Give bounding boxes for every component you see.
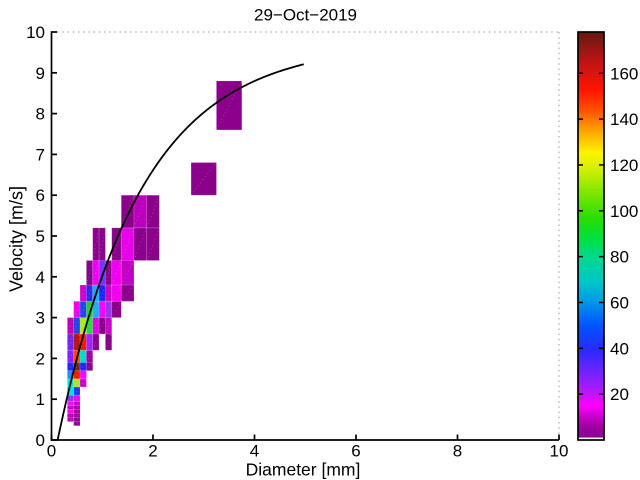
svg-text:100: 100 [610,202,638,221]
svg-text:80: 80 [610,248,629,267]
svg-text:120: 120 [610,156,638,175]
svg-text:140: 140 [610,110,638,129]
svg-text:8: 8 [453,442,462,461]
svg-text:2: 2 [36,349,45,368]
svg-text:3: 3 [36,309,45,328]
svg-text:5: 5 [36,227,45,246]
svg-text:0: 0 [36,431,45,450]
svg-text:2: 2 [148,442,157,461]
svg-text:Velocity [m/s]: Velocity [m/s] [7,186,27,292]
svg-text:60: 60 [610,293,629,312]
svg-text:20: 20 [610,385,629,404]
svg-text:Diameter [mm]: Diameter [mm] [246,460,361,480]
svg-text:8: 8 [36,105,45,124]
svg-text:6: 6 [36,186,45,205]
svg-text:40: 40 [610,339,629,358]
svg-text:4: 4 [250,442,259,461]
svg-text:1: 1 [36,390,45,409]
svg-text:160: 160 [610,64,638,83]
svg-text:0: 0 [47,442,56,461]
svg-text:10: 10 [550,442,569,461]
svg-text:29−Oct−2019: 29−Oct−2019 [254,6,357,25]
svg-text:10: 10 [26,23,45,42]
svg-text:9: 9 [36,64,45,83]
svg-text:6: 6 [351,442,360,461]
svg-text:7: 7 [36,145,45,164]
svg-text:4: 4 [36,268,45,287]
